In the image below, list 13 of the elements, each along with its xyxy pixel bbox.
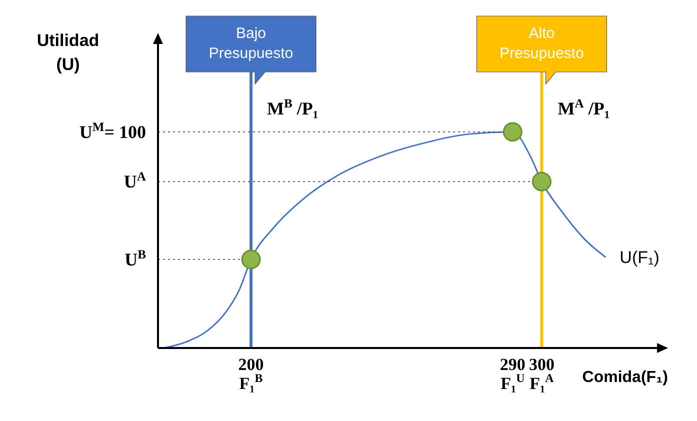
x-axis-title: Comida(F₁) [582, 369, 668, 386]
x-tick-label: 200 F₁$^{B}$ [238, 355, 264, 393]
ref-line-label: U$^{M}$= 100 [79, 120, 146, 142]
ref-line-label: U$^{B}$ [124, 247, 147, 270]
y-axis-title: Utilidad (U) [36, 31, 100, 74]
annotation: M$^{A}$ /P₁ [558, 96, 610, 119]
x-tick-label: 290 F₁$^{U}$ [500, 355, 526, 393]
annotation: M$^{B}$ /P₁ [267, 96, 318, 119]
x-tick-label: 300 F₁$^{A}$ [528, 355, 554, 393]
series-label: U(F₁) [620, 248, 660, 268]
ref-line-label: Alto Presupuesto [500, 25, 584, 62]
ref-line-label: Bajo Presupuesto [208, 25, 294, 62]
ref-line-label: U$^{A}$ [124, 170, 146, 192]
